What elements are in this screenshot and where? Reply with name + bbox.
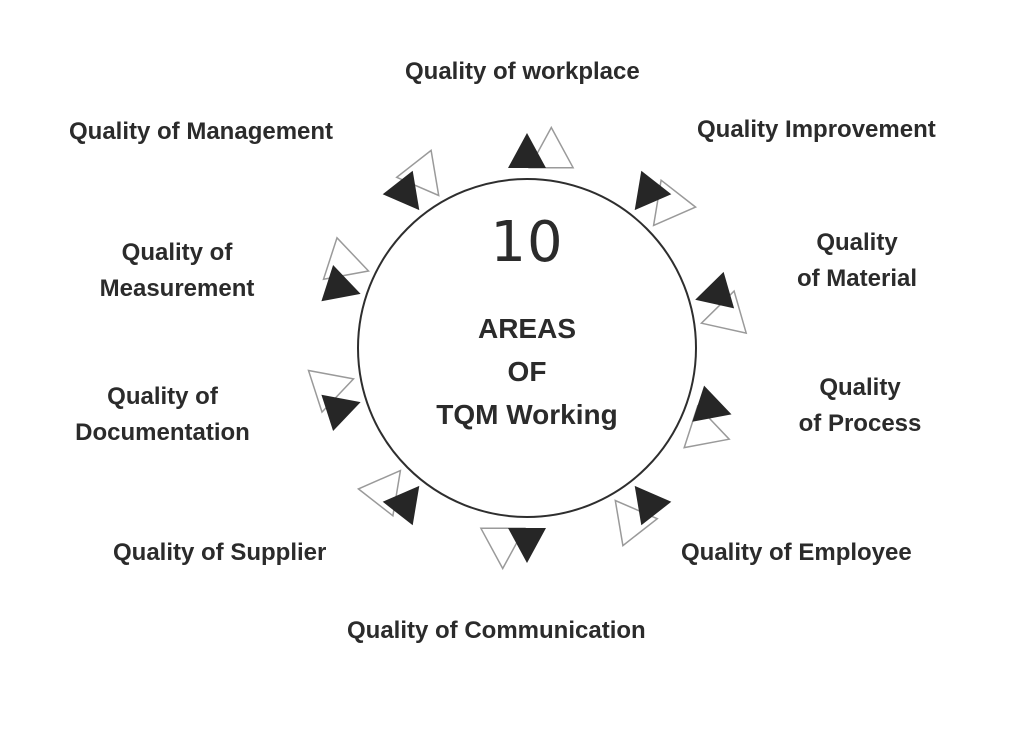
pointer-triangle-outline xyxy=(699,289,748,335)
pointer-triangle-fill xyxy=(321,265,361,302)
area-label-management: Quality of Management xyxy=(69,114,333,150)
pointer-triangle-outline xyxy=(479,527,526,571)
pointer-triangle-workplace xyxy=(508,125,575,169)
pointer-triangle-fill xyxy=(695,271,735,309)
area-label-text: Quality xyxy=(819,374,901,401)
area-label-text: Quality of Supplier xyxy=(113,539,327,566)
pointer-triangle-fill xyxy=(692,385,732,422)
area-label-text: Quality of Communication xyxy=(347,617,646,644)
pointer-triangle-outline xyxy=(307,369,355,414)
pointer-triangle-fill xyxy=(508,133,546,168)
pointer-triangle-fill xyxy=(634,485,672,526)
pointer-triangle-employee xyxy=(614,485,672,547)
center-title-line-of: OF xyxy=(507,356,547,387)
center-title: AREAS OF TQM Working xyxy=(359,307,695,436)
pointer-triangle-supplier xyxy=(356,469,420,526)
area-label-text: Quality Improvement xyxy=(697,116,936,143)
pointer-triangle-fill xyxy=(508,528,546,563)
pointer-triangle-fill xyxy=(321,394,361,431)
area-label-communication: Quality of Communication xyxy=(347,613,646,649)
area-label-text: of Material xyxy=(796,265,918,292)
pointer-triangle-management xyxy=(382,149,440,211)
pointer-triangle-fill xyxy=(634,170,672,211)
area-label-text: Quality xyxy=(816,229,898,256)
center-title-line-areas: AREAS xyxy=(477,313,576,344)
area-label-text: Measurement xyxy=(99,275,255,302)
area-label-text: of Process xyxy=(798,410,922,437)
pointer-triangle-documentation xyxy=(307,369,361,431)
area-label-workplace: Quality of workplace xyxy=(405,54,640,90)
area-label-text: Quality of xyxy=(107,383,218,410)
area-label-text: Documentation xyxy=(75,419,250,446)
area-label-documentation: Quality of Documentation xyxy=(55,379,270,451)
area-label-text: Quality of Employee xyxy=(681,539,912,566)
center-number: 10 xyxy=(490,210,564,275)
pointer-triangle-outline xyxy=(614,499,659,547)
area-label-employee: Quality of Employee xyxy=(681,535,912,571)
area-label-improvement: Quality Improvement xyxy=(697,112,936,148)
area-label-process: Quality of Process xyxy=(790,370,930,442)
center-circle: 10 AREAS OF TQM Working xyxy=(357,178,697,518)
center-title-line-tqm: TQM Working xyxy=(436,399,618,430)
area-label-text: Quality of xyxy=(121,239,233,266)
pointer-triangle-outline xyxy=(528,125,575,169)
area-label-text: Quality of Management xyxy=(69,118,334,145)
pointer-triangle-material xyxy=(695,271,748,335)
area-label-supplier: Quality of Supplier xyxy=(113,535,326,571)
pointer-triangle-fill xyxy=(382,170,420,211)
pointer-triangle-fill xyxy=(382,485,420,526)
area-label-material: Quality of Material xyxy=(779,225,935,297)
area-label-text: Quality of workplace xyxy=(405,58,640,85)
pointer-triangle-outline xyxy=(395,149,440,197)
pointer-triangle-outline xyxy=(356,469,402,518)
pointer-triangle-communication xyxy=(479,527,546,571)
area-label-measurement: Quality of Measurement xyxy=(82,235,272,307)
